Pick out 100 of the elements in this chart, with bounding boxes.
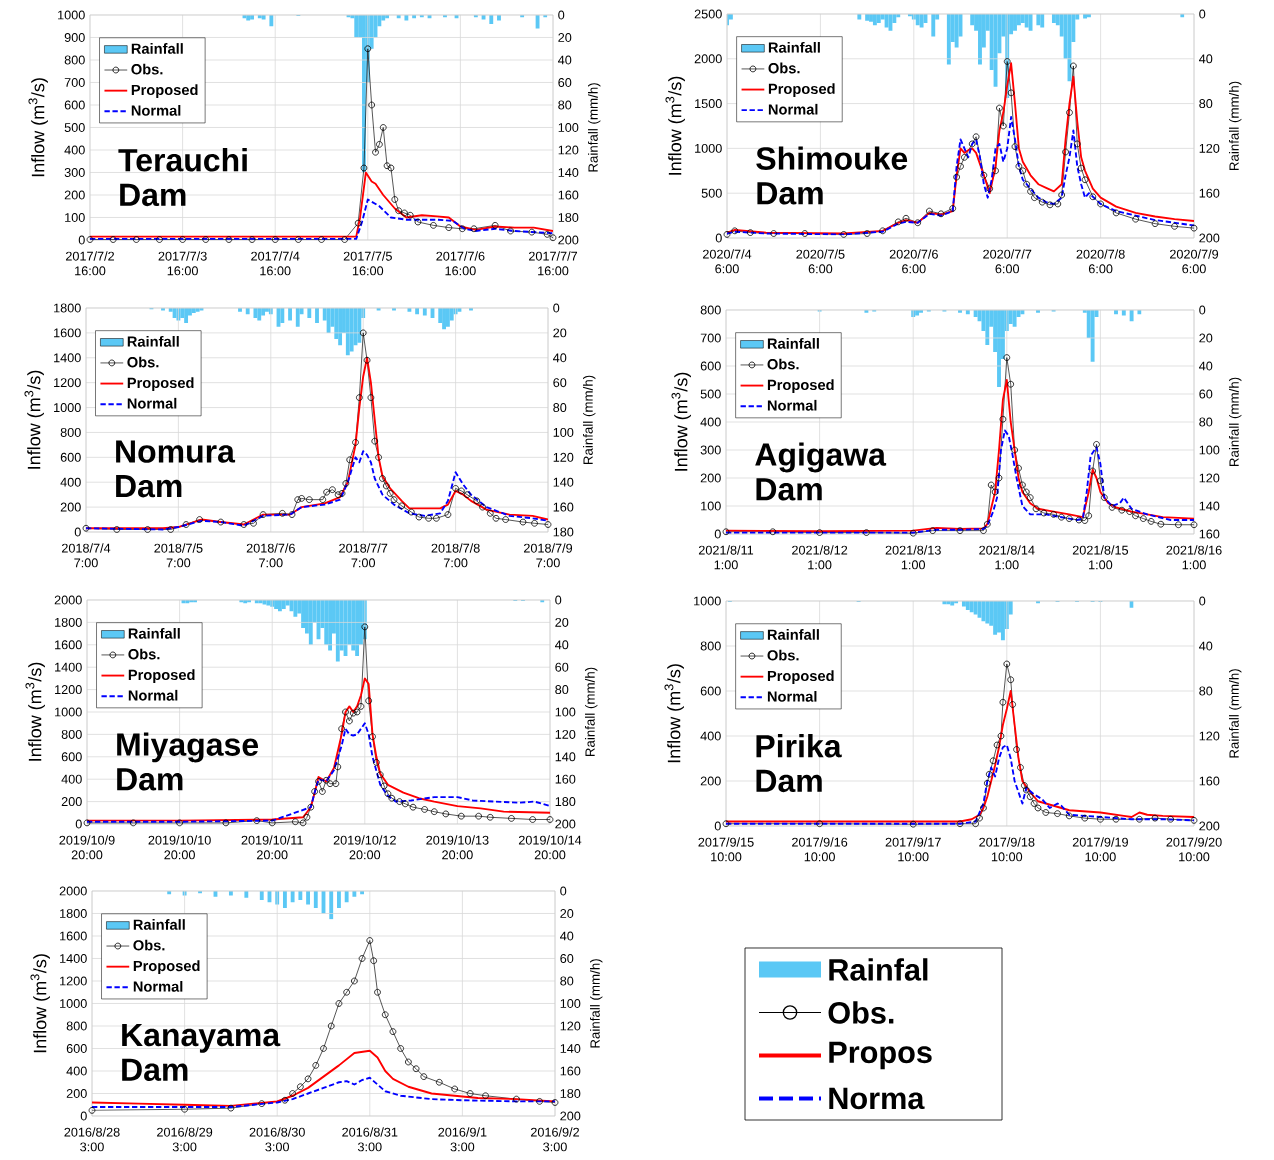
x-tick-label: 2016/9/2 3:00 [530, 1127, 580, 1152]
y2-tick-label: 80 [560, 976, 574, 986]
y2-axis-title: Rainfall (mm/h) [585, 667, 598, 757]
x-tick-label: 2019/10/10 20:00 [148, 835, 211, 860]
y2-tick-label: 200 [555, 819, 576, 829]
y-tick-label: 100 [701, 501, 721, 511]
legend-label: Obs. [133, 939, 165, 951]
legend-label: Rainfal [829, 958, 928, 981]
y2-tick-label: 80 [558, 100, 572, 110]
y-tick-label: 700 [700, 333, 721, 343]
legend-label: Rainfall [768, 41, 820, 53]
y2-tick-label: 60 [555, 662, 569, 672]
y-tick-label: 600 [700, 686, 721, 696]
y-tick-label: 0 [715, 233, 722, 243]
y-tick-label: 600 [66, 1044, 87, 1053]
y-tick-label: 1600 [54, 328, 81, 338]
y-tick-label: 1000 [58, 10, 85, 20]
x-tick-label: 2017/9/16 10:00 [792, 837, 848, 862]
y2-tick-label: 200 [558, 235, 579, 245]
y-tick-label: 2000 [694, 54, 722, 64]
y-tick-label: 1200 [55, 685, 82, 695]
y2-tick-label: 120 [555, 729, 576, 739]
y-tick-label: 1000 [694, 596, 721, 606]
y2-tick-label: 160 [558, 190, 579, 200]
y-tick-label: 800 [700, 641, 721, 651]
y-tick-label: 800 [64, 55, 85, 65]
y2-tick-label: 40 [1199, 641, 1213, 651]
y2-tick-label: 40 [560, 931, 574, 941]
y-tick-label: 600 [61, 752, 82, 762]
y-tick-label: 700 [64, 78, 85, 87]
text: Pirika Dam [756, 734, 842, 793]
y-tick-label: 0 [78, 235, 85, 245]
y-tick-label: 1400 [55, 662, 82, 672]
y2-tick-label: 200 [1199, 233, 1220, 243]
legend-label: Propos [829, 1041, 932, 1070]
y-tick-label: 300 [64, 168, 85, 177]
y-tick-label: 1000 [54, 403, 81, 413]
y2-tick-label: 140 [1199, 501, 1220, 511]
x-tick-label: 2020/7/7 6:00 [983, 249, 1032, 274]
y2-tick-label: 20 [560, 909, 574, 918]
x-tick-label: 2018/7/7 7:00 [339, 543, 388, 568]
legend-label: Proposed [133, 960, 200, 975]
y2-tick-label: 180 [560, 1089, 581, 1098]
y2-tick-label: 180 [553, 527, 574, 537]
y-tick-label: 500 [64, 123, 85, 132]
y-tick-label: 0 [80, 1111, 87, 1121]
y-tick-label: 1000 [695, 143, 722, 153]
x-tick-label: 2017/7/6 16:00 [436, 251, 485, 276]
y-tick-label: 2500 [694, 9, 722, 19]
y-tick-label: 0 [75, 819, 82, 829]
legend-label: Obs. [131, 63, 163, 75]
y2-tick-label: 40 [1199, 361, 1213, 371]
y2-axis-title: Rainfall (mm/h) [1229, 81, 1242, 171]
y2-tick-label: 120 [1199, 731, 1220, 741]
y2-axis-title: Rainfall (mm/h) [583, 375, 596, 465]
y-axis-title: Inflow (m$^{3}$/s) [665, 76, 685, 175]
y2-tick-label: 160 [560, 1066, 581, 1076]
x-tick-label: 2020/7/8 6:00 [1076, 249, 1125, 274]
legend-label: Rainfall [133, 919, 185, 930]
y-tick-label: 1800 [55, 617, 82, 627]
y-axis-title: Inflow (m$^{3}$/s) [28, 78, 48, 177]
x-tick-label: 2016/8/31 3:00 [342, 1127, 398, 1152]
y-tick-label: 1600 [55, 640, 82, 650]
y2-tick-label: 160 [1199, 188, 1220, 198]
x-tick-label: 2017/9/18 10:00 [979, 837, 1035, 862]
x-tick-label: 2018/7/9 7:00 [523, 543, 573, 568]
x-tick-label: 2018/7/4 7:00 [61, 543, 111, 568]
y-tick-label: 500 [701, 188, 722, 198]
y2-tick-label: 160 [555, 774, 576, 784]
y2-tick-label: 20 [558, 33, 572, 42]
y2-tick-label: 40 [1199, 54, 1213, 64]
text: Shimouke Dam [756, 146, 908, 205]
x-tick-label: 2021/8/12 1:00 [792, 545, 848, 570]
x-tick-label: 2017/7/5 16:00 [343, 251, 392, 276]
legend-label: Norma [829, 1087, 925, 1110]
x-tick-label: 2017/7/4 16:00 [251, 251, 300, 276]
y-tick-label: 0 [714, 529, 721, 539]
y2-tick-label: 0 [1199, 596, 1206, 606]
y-tick-label: 1400 [54, 353, 81, 363]
y-tick-label: 800 [60, 427, 81, 437]
y2-axis-title: Rainfall (mm/h) [1229, 669, 1242, 758]
y2-tick-label: 0 [560, 886, 567, 896]
y-tick-label: 600 [64, 100, 85, 110]
y2-tick-label: 100 [553, 427, 574, 437]
x-tick-label: 2017/9/20 10:00 [1166, 837, 1222, 862]
x-tick-label: 2017/7/7 16:00 [528, 251, 578, 276]
x-tick-label: 2019/10/11 20:00 [241, 835, 303, 860]
legend-label: Normal [767, 690, 817, 702]
legend-label: Rainfall [131, 43, 183, 54]
x-tick-label: 2019/10/14 20:00 [518, 835, 582, 860]
y2-tick-label: 160 [1199, 776, 1220, 786]
y-tick-label: 800 [700, 305, 721, 315]
y-tick-label: 1600 [60, 931, 87, 941]
y-tick-label: 400 [64, 145, 85, 155]
x-tick-label: 2018/7/5 7:00 [154, 543, 203, 568]
y2-tick-label: 0 [553, 303, 560, 313]
x-tick-label: 2018/7/8 7:00 [431, 543, 480, 568]
legend-label: Rainfall [767, 629, 819, 640]
x-tick-label: 2019/10/13 20:00 [426, 835, 489, 860]
y-tick-label: 2000 [54, 595, 82, 605]
